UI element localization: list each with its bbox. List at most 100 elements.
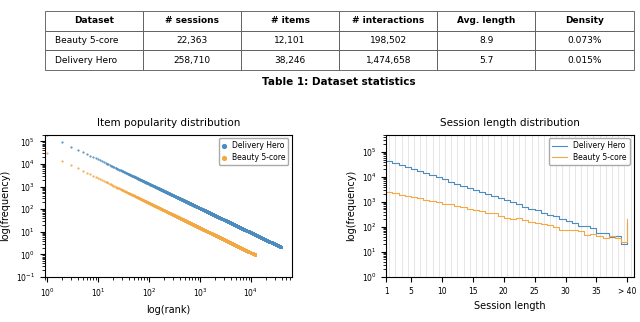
Delivery Hero (247, 231, 257, 236)
Delivery Hero (257, 235, 268, 241)
Delivery Hero (264, 239, 275, 244)
Delivery Hero (201, 208, 211, 213)
Beauty 5-core (241, 248, 252, 253)
Delivery Hero (265, 239, 275, 244)
Beauty 5-core (230, 243, 241, 248)
Delivery Hero (263, 238, 273, 243)
Delivery Hero (275, 244, 285, 249)
Beauty 5-core (240, 247, 250, 252)
Delivery Hero (263, 238, 273, 243)
Beauty 5-core (249, 252, 259, 257)
Delivery Hero (275, 244, 285, 249)
Delivery Hero (262, 238, 272, 243)
Delivery Hero (255, 234, 266, 240)
Delivery Hero (273, 243, 283, 248)
Delivery Hero (241, 228, 252, 233)
Delivery Hero (246, 230, 256, 235)
Beauty 5-core (249, 252, 259, 257)
Beauty 5-core (243, 249, 253, 254)
Delivery Hero (259, 236, 269, 241)
Delivery Hero (250, 232, 260, 237)
Delivery Hero (238, 226, 248, 232)
Beauty 5-core (248, 251, 259, 257)
Delivery Hero (272, 243, 282, 248)
Delivery Hero (243, 229, 253, 234)
Beauty 5-core (241, 248, 252, 253)
Delivery Hero (259, 236, 269, 242)
Delivery Hero (273, 243, 284, 249)
Delivery Hero (252, 233, 262, 238)
Delivery Hero (266, 240, 276, 245)
Beauty 5-core (247, 251, 257, 256)
Delivery Hero (262, 238, 272, 243)
Delivery Hero (271, 242, 282, 248)
Delivery Hero (269, 242, 280, 247)
Delivery Hero (259, 236, 269, 242)
Beauty 5-core (236, 245, 246, 251)
Delivery Hero (267, 240, 277, 245)
Delivery Hero (260, 237, 270, 242)
Beauty 5-core (236, 245, 246, 250)
Beauty 5-core (221, 238, 232, 243)
Beauty 5-core (247, 251, 257, 256)
Delivery Hero (259, 237, 269, 242)
Delivery Hero (264, 239, 274, 244)
Delivery Hero (223, 219, 233, 224)
Delivery Hero (149, 184, 159, 189)
Delivery Hero (198, 207, 209, 213)
Delivery Hero (269, 241, 279, 246)
Delivery Hero (267, 240, 277, 245)
Delivery Hero (266, 240, 276, 245)
Delivery Hero (275, 244, 285, 249)
Delivery Hero (271, 242, 281, 247)
Delivery Hero (268, 241, 278, 246)
Delivery Hero (268, 241, 278, 246)
Delivery Hero (256, 235, 266, 240)
Delivery Hero (265, 239, 275, 244)
Beauty 5-core (241, 248, 252, 253)
Delivery Hero (271, 242, 281, 247)
Beauty 5-core (242, 248, 252, 253)
Delivery Hero (258, 236, 268, 241)
Delivery Hero (267, 240, 277, 245)
Beauty 5-core (234, 244, 244, 249)
Delivery Hero (275, 244, 285, 249)
Delivery Hero (274, 243, 284, 249)
Delivery Hero (273, 243, 284, 249)
Delivery Hero (271, 242, 281, 247)
Beauty 5-core (236, 245, 246, 251)
Delivery Hero (268, 240, 278, 245)
Delivery Hero (269, 242, 280, 247)
Beauty 5-core (232, 243, 242, 248)
Beauty 5-core (233, 244, 243, 249)
Delivery Hero (275, 244, 285, 249)
Delivery Hero (262, 238, 273, 243)
Delivery Hero (273, 243, 284, 249)
Delivery Hero (275, 244, 285, 249)
Beauty 5-core (223, 239, 233, 244)
Delivery Hero (244, 229, 255, 234)
Delivery Hero (274, 243, 284, 249)
Beauty 5-core (221, 238, 232, 243)
Beauty 5-core (246, 251, 257, 256)
Beauty 5-core (211, 233, 221, 238)
Beauty 5-core (248, 251, 258, 256)
Beauty 5-core (203, 229, 213, 234)
Beauty 5-core (243, 249, 253, 254)
Delivery Hero (271, 242, 282, 247)
Delivery Hero (270, 242, 280, 247)
Delivery Hero (228, 222, 239, 227)
Beauty 5-core (150, 203, 160, 208)
Beauty 5-core (216, 235, 226, 241)
Delivery Hero (266, 240, 276, 245)
Delivery Hero (248, 231, 259, 236)
Delivery Hero (264, 239, 275, 244)
Beauty 5-core (239, 247, 249, 252)
Delivery Hero (257, 235, 267, 240)
Beauty 5-core (234, 244, 244, 249)
Delivery Hero (258, 236, 268, 241)
Beauty 5-core (224, 240, 234, 245)
Delivery Hero (272, 242, 282, 248)
Delivery Hero (275, 244, 285, 249)
Delivery Hero (225, 220, 235, 225)
